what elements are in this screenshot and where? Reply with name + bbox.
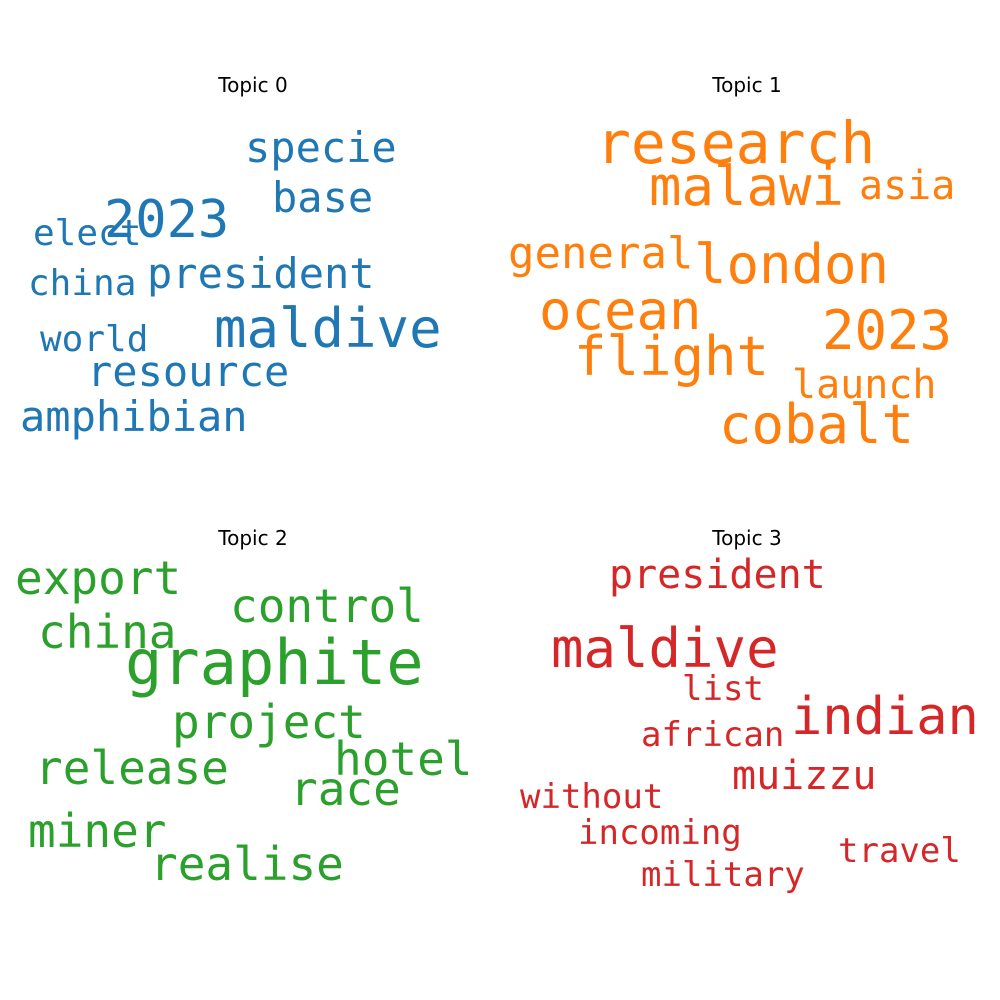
word-maldive: maldive bbox=[214, 297, 442, 360]
word-elect: elect bbox=[33, 213, 142, 254]
topic-2-title: Topic 2 bbox=[218, 526, 288, 550]
word-specie: specie bbox=[245, 123, 397, 172]
word-china: china bbox=[28, 263, 137, 304]
word-cobalt: cobalt bbox=[719, 393, 915, 456]
topic-2-word-cloud: graphite export control china project ho… bbox=[0, 551, 472, 915]
word-amphibian: amphibian bbox=[20, 392, 248, 441]
word-president: president bbox=[147, 249, 375, 298]
word-2023: 2023 bbox=[822, 299, 953, 362]
word-african: african bbox=[641, 715, 785, 755]
word-muizzu: muizzu bbox=[732, 753, 877, 799]
word-project: project bbox=[172, 695, 366, 749]
word-ocean: ocean bbox=[539, 279, 702, 342]
word-maldive: maldive bbox=[551, 617, 779, 680]
word-malawi: malawi bbox=[649, 155, 845, 218]
word-launch: launch bbox=[792, 362, 937, 408]
word-race: race bbox=[290, 762, 401, 816]
topic-1-word-cloud: research malawi flight ocean london 2023… bbox=[500, 100, 960, 460]
topic-1-title: Topic 1 bbox=[712, 73, 782, 97]
word-world: world bbox=[40, 319, 149, 360]
word-incoming: incoming bbox=[578, 813, 742, 853]
topic-0-title: Topic 0 bbox=[218, 73, 288, 97]
word-travel: travel bbox=[838, 831, 961, 871]
word-base: base bbox=[272, 173, 374, 222]
word-london: london bbox=[694, 233, 890, 296]
word-control: control bbox=[230, 579, 424, 633]
word-president: president bbox=[609, 552, 826, 598]
topic-3-word-cloud: maldive indian president muizzu list afr… bbox=[500, 552, 979, 915]
word-resource: resource bbox=[87, 347, 290, 396]
word-research: research bbox=[596, 109, 876, 177]
word-military: military bbox=[641, 855, 805, 895]
word-asia: asia bbox=[859, 163, 956, 209]
word-realise: realise bbox=[150, 837, 344, 891]
word-flight: flight bbox=[574, 325, 770, 388]
word-indian: indian bbox=[791, 687, 979, 747]
word-without: without bbox=[520, 777, 664, 817]
word-release: release bbox=[35, 741, 229, 795]
word-china: china bbox=[38, 605, 177, 659]
topic-0-word-cloud: 2023 maldive specie president base amphi… bbox=[0, 100, 460, 460]
word-general: general bbox=[508, 228, 694, 279]
word-export: export bbox=[15, 551, 182, 605]
word-miner: miner bbox=[28, 804, 167, 858]
word-hotel: hotel bbox=[334, 732, 473, 786]
word-2023: 2023 bbox=[104, 190, 230, 250]
word-graphite: graphite bbox=[125, 626, 424, 699]
word-list: list bbox=[682, 669, 764, 709]
topic-3-title: Topic 3 bbox=[712, 526, 782, 550]
